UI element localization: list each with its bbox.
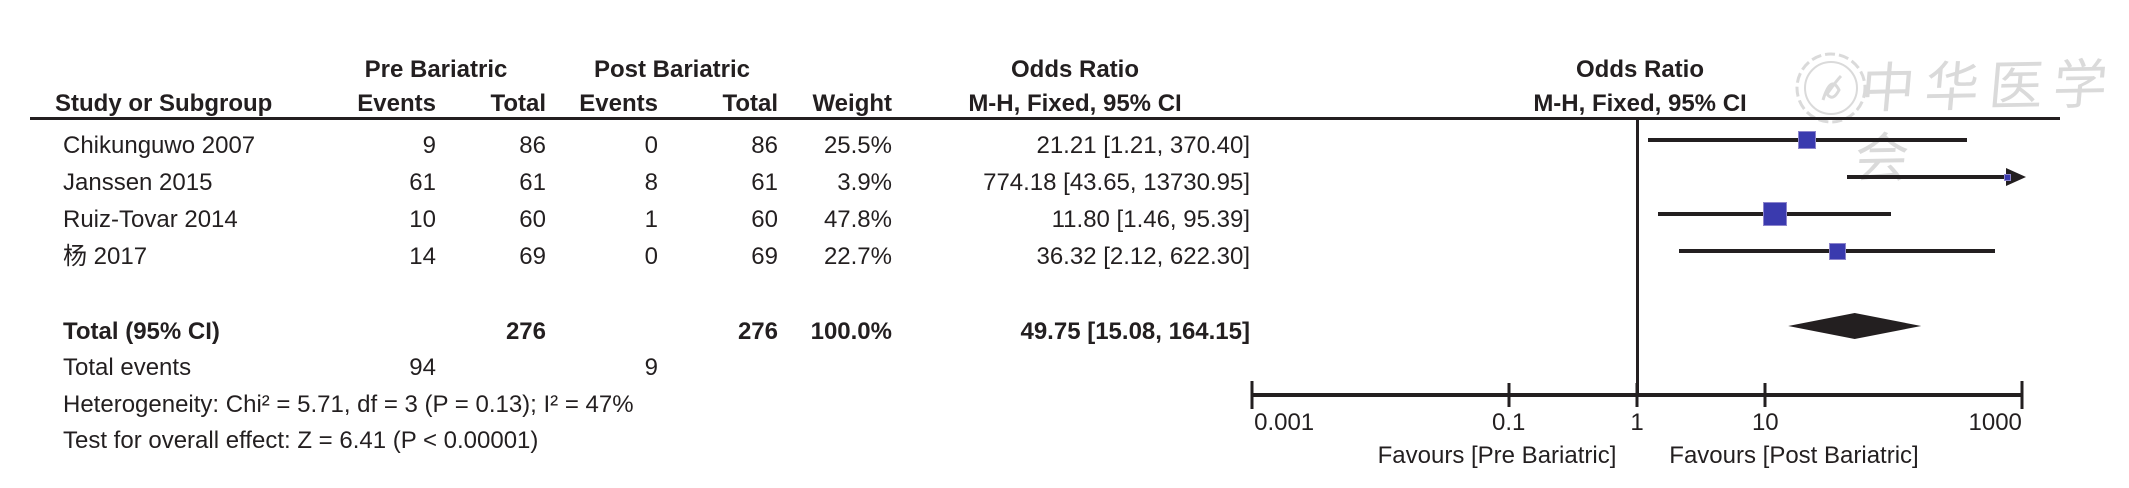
weight-column-header: Weight <box>812 90 892 117</box>
total1-cell: 69 <box>519 243 546 270</box>
or-ci-cell: 36.32 [2.12, 622.30] <box>1036 243 1250 270</box>
tick-label: 0.1 <box>1492 409 1526 436</box>
total-events2-value: 9 <box>644 354 658 381</box>
total1-cell: 61 <box>519 169 546 196</box>
weight-cell: 3.9% <box>837 169 892 196</box>
total-weight-value: 100.0% <box>810 318 892 345</box>
weight-cell: 25.5% <box>823 132 892 159</box>
study-label: Ruiz-Tovar 2014 <box>63 206 238 233</box>
axis-tick <box>1763 383 1767 407</box>
total2-column-header: Total <box>722 90 778 117</box>
weight-cell: 47.8% <box>823 206 892 233</box>
total2-cell: 86 <box>751 132 778 159</box>
null-effect-line <box>1636 119 1639 395</box>
summary-diamond <box>1788 313 1922 339</box>
total-events1-value: 94 <box>409 354 436 381</box>
axis-tick <box>1250 381 1254 409</box>
effect-header-right: Odds Ratio <box>1575 56 1705 83</box>
total2-cell: 60 <box>751 206 778 233</box>
effect-square <box>1828 242 1846 260</box>
total-row-label: Total (95% CI) <box>63 318 220 345</box>
effect-header-left: Odds Ratio <box>1010 56 1140 83</box>
watermark-text: 中华医学会 <box>1851 52 2121 191</box>
tick-label: 1000 <box>1968 409 2022 436</box>
events1-cell: 14 <box>409 243 436 270</box>
arrow-right-icon <box>2006 168 2026 186</box>
tick-label: 1 <box>1630 409 1644 436</box>
tick-label: 10 <box>1751 409 1779 436</box>
study-label: Chikunguwo 2007 <box>63 132 256 159</box>
overall-effect-text: Test for overall effect: Z = 6.41 (P < 0… <box>63 427 539 454</box>
axis-tick <box>1635 383 1639 407</box>
study-column-header: Study or Subgroup <box>55 90 273 117</box>
group1-header: Pre Bariatric <box>364 56 508 83</box>
total-or-ci-value: 49.75 [15.08, 164.15] <box>1020 318 1250 345</box>
method-header-right: M-H, Fixed, 95% CI <box>1533 90 1747 117</box>
total1-cell: 60 <box>519 206 546 233</box>
study-label: Janssen 2015 <box>63 169 213 196</box>
events2-cell: 8 <box>644 169 658 196</box>
total-events-label: Total events <box>63 354 192 381</box>
or-ci-cell: 11.80 [1.46, 95.39] <box>1051 206 1250 233</box>
or-ci-cell: 21.21 [1.21, 370.40] <box>1036 132 1250 159</box>
events1-cell: 9 <box>422 132 436 159</box>
events2-cell: 1 <box>644 206 658 233</box>
axis-tick <box>2020 381 2024 409</box>
events1-cell: 10 <box>409 206 436 233</box>
tick-label: 0.001 <box>1254 409 1315 436</box>
favours-left-label: Favours [Pre Bariatric] <box>1377 442 1617 469</box>
axis-tick <box>1507 383 1511 407</box>
total2-cell: 69 <box>751 243 778 270</box>
method-header-left: M-H, Fixed, 95% CI <box>968 90 1182 117</box>
or-ci-cell: 774.18 [43.65, 13730.95] <box>983 169 1250 196</box>
total1-column-header: Total <box>490 90 546 117</box>
watermark-seal-icon <box>1795 52 1867 124</box>
events1-cell: 61 <box>409 169 436 196</box>
total1-value: 276 <box>505 318 546 345</box>
favours-right-label: Favours [Post Bariatric] <box>1669 442 1919 469</box>
header-rule <box>30 117 2060 120</box>
effect-square <box>1762 202 1787 226</box>
total1-cell: 86 <box>519 132 546 159</box>
group2-header: Post Bariatric <box>593 56 751 83</box>
events1-column-header: Events <box>357 90 436 117</box>
ci-line <box>1847 175 2008 179</box>
study-label: 杨 2017 <box>63 243 148 270</box>
events2-cell: 0 <box>644 132 658 159</box>
effect-square <box>1798 131 1817 149</box>
total2-cell: 61 <box>751 169 778 196</box>
heterogeneity-text: Heterogeneity: Chi² = 5.71, df = 3 (P = … <box>63 391 634 418</box>
events2-column-header: Events <box>579 90 658 117</box>
total2-value: 276 <box>737 318 778 345</box>
effect-square <box>2004 173 2012 181</box>
events2-cell: 0 <box>644 243 658 270</box>
weight-cell: 22.7% <box>823 243 892 270</box>
